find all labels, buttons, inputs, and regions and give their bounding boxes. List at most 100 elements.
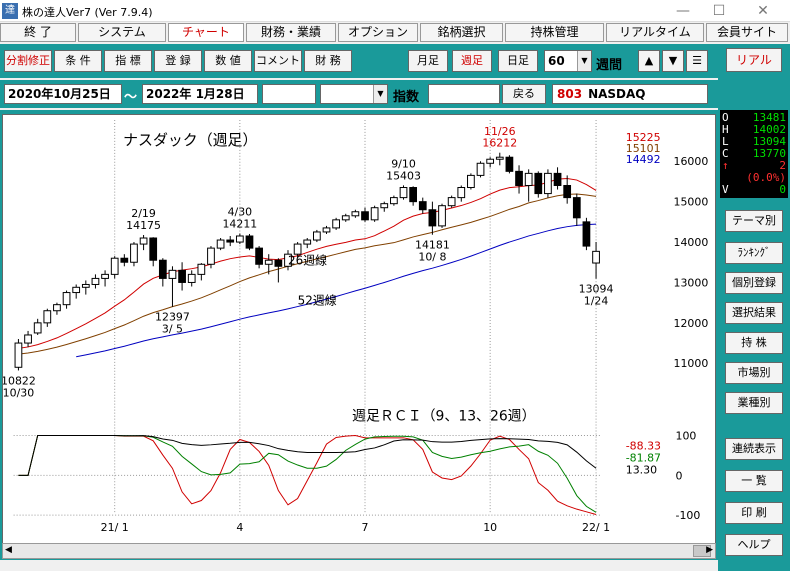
price-tick-label: 11000 xyxy=(674,357,709,370)
app-icon: 達 xyxy=(2,3,18,19)
side-button[interactable]: 個別登録 xyxy=(725,272,783,294)
period-button[interactable]: 月足 xyxy=(408,50,448,72)
side-button[interactable]: 市場別 xyxy=(725,362,783,384)
title-bar: 達 株の達人Ver7 (Ver 7.9.4) — ☐ ✕ xyxy=(0,0,790,22)
candle-body xyxy=(274,259,283,267)
scroll-up-button[interactable]: ▲ xyxy=(638,50,660,72)
side-button[interactable]: 印 刷 xyxy=(725,502,783,524)
menu-tab[interactable]: 銘柄選択 xyxy=(420,23,503,42)
candle-body xyxy=(380,203,389,209)
candle-body xyxy=(467,174,475,189)
toolbar-button[interactable]: 指 標 xyxy=(104,50,152,72)
scroll-right-icon[interactable]: ▶ xyxy=(706,545,713,555)
x-tick-label: 22/ 1 xyxy=(582,521,610,534)
menu-tab[interactable]: 会員サイト xyxy=(706,23,788,42)
side-button[interactable]: 連続表示 xyxy=(725,438,783,460)
scroll-down-button[interactable]: ▼ xyxy=(662,50,684,72)
candle xyxy=(495,152,504,166)
candle xyxy=(370,205,379,222)
category-label: 指数 xyxy=(393,90,420,105)
candle xyxy=(390,195,398,206)
candle xyxy=(245,233,254,251)
menu-tab[interactable]: 財務・業績 xyxy=(246,23,336,42)
candle xyxy=(81,280,90,295)
empty-field[interactable] xyxy=(262,84,316,104)
ohlc-key: H xyxy=(722,123,729,136)
ma26-line xyxy=(18,193,597,355)
candle-body xyxy=(178,269,186,283)
x-tick-label: 7 xyxy=(362,521,369,534)
back-button[interactable]: 戻る xyxy=(502,84,546,104)
period-button[interactable]: 週足 xyxy=(452,50,492,72)
side-button[interactable]: テーマ別 xyxy=(725,210,783,232)
side-button[interactable]: 選択結果 xyxy=(725,302,783,324)
candle xyxy=(130,242,138,267)
menu-tab[interactable]: オプション xyxy=(338,23,418,42)
close-button[interactable]: ✕ xyxy=(757,3,769,19)
horizontal-scrollbar[interactable]: ◀ ▶ xyxy=(2,543,716,559)
category-select[interactable]: ▼ xyxy=(320,84,388,104)
menu-tab[interactable]: リアルタイム xyxy=(606,23,704,42)
candle-body xyxy=(457,187,466,199)
symbol-field[interactable]: 803 NASDAQ xyxy=(552,84,708,104)
chevron-down-icon[interactable]: ▼ xyxy=(577,51,591,71)
blank-field[interactable] xyxy=(428,84,500,104)
menu-tab[interactable]: 終 了 xyxy=(0,23,76,42)
candle xyxy=(255,246,263,269)
scroll-left-icon[interactable]: ◀ xyxy=(5,545,12,555)
rci-title: 週足ＲＣＩ（9、13、26週） xyxy=(352,409,536,425)
candle-body xyxy=(572,197,581,219)
candle xyxy=(457,185,466,202)
chevron-down-icon[interactable]: ▼ xyxy=(373,85,387,103)
toolbar-button[interactable]: コメント xyxy=(254,50,302,72)
candle xyxy=(534,171,543,198)
candle xyxy=(178,262,186,291)
menu-tab[interactable]: 持株管理 xyxy=(505,23,604,42)
candle xyxy=(524,169,533,202)
side-button[interactable]: 持 株 xyxy=(725,332,783,354)
candle-body xyxy=(313,231,321,241)
ohlc-row: L 13094 xyxy=(722,136,786,148)
candle xyxy=(14,339,23,371)
candle-body xyxy=(158,259,167,279)
candle-body xyxy=(264,259,273,265)
period-button[interactable]: 日足 xyxy=(498,50,538,72)
start-date-field[interactable]: 2020年10月25日 xyxy=(4,84,122,104)
options-menu-button[interactable]: ☰ xyxy=(686,50,708,72)
side-button[interactable]: ﾗﾝｷﾝｸﾞ xyxy=(725,242,783,264)
price-chart[interactable]: 11000 12000 13000 14000 15000 16000 21/ 1 4 7 10 2… xyxy=(2,114,716,544)
price-tick-label: 14000 xyxy=(674,236,709,249)
candle-body xyxy=(235,235,244,243)
ohlc-key: V xyxy=(722,183,729,196)
toolbar-button[interactable]: 登 録 xyxy=(154,50,202,72)
end-date-field[interactable]: 2022年 1月28日 xyxy=(142,84,258,104)
minimize-button[interactable]: — xyxy=(676,3,690,19)
realtime-button[interactable]: リアル xyxy=(726,48,782,72)
candle-body xyxy=(332,219,340,229)
toolbar-button[interactable]: 財 務 xyxy=(304,50,352,72)
candle xyxy=(380,201,389,212)
side-button[interactable]: 業種別 xyxy=(725,392,783,414)
toolbar-button[interactable]: 条 件 xyxy=(54,50,102,72)
menu-tab[interactable]: システム xyxy=(78,23,166,42)
candle-body xyxy=(390,197,398,205)
scroll-thumb[interactable] xyxy=(693,545,711,557)
ma-legend-value: 15225 xyxy=(626,131,661,144)
maximize-button[interactable]: ☐ xyxy=(712,3,726,19)
ma13-line xyxy=(18,178,597,349)
x-tick-label: 10 xyxy=(483,521,497,534)
side-button[interactable]: 一 覧 xyxy=(725,470,783,492)
toolbar-button[interactable]: 分割修正 xyxy=(4,50,52,72)
candle xyxy=(274,258,283,283)
menu-tab[interactable]: チャート xyxy=(168,23,244,42)
ohlc-row: ↑ 2 xyxy=(722,160,786,172)
toolbar-button[interactable]: 数 値 xyxy=(204,50,252,72)
candle xyxy=(72,284,81,299)
window-title: 株の達人Ver7 (Ver 7.9.4) xyxy=(22,6,153,19)
candle-body xyxy=(447,197,456,207)
side-button[interactable]: ヘルプ xyxy=(725,534,783,556)
period-count-select[interactable]: 60 ▼ xyxy=(544,50,592,72)
candle xyxy=(62,290,71,309)
ma-legend-value: 14492 xyxy=(626,153,661,166)
